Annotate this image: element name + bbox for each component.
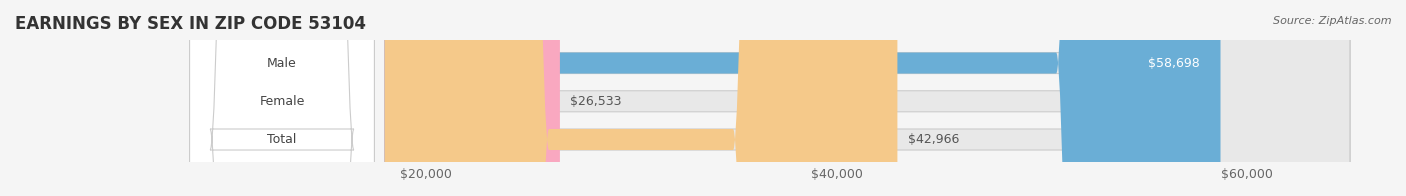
FancyBboxPatch shape bbox=[190, 0, 374, 196]
Text: Total: Total bbox=[267, 133, 297, 146]
Text: $26,533: $26,533 bbox=[571, 95, 621, 108]
FancyBboxPatch shape bbox=[190, 0, 374, 196]
FancyBboxPatch shape bbox=[385, 0, 1350, 196]
FancyBboxPatch shape bbox=[190, 0, 374, 196]
FancyBboxPatch shape bbox=[385, 0, 1350, 196]
Text: $42,966: $42,966 bbox=[908, 133, 959, 146]
Text: EARNINGS BY SEX IN ZIP CODE 53104: EARNINGS BY SEX IN ZIP CODE 53104 bbox=[15, 15, 366, 33]
Text: Female: Female bbox=[259, 95, 305, 108]
Text: Male: Male bbox=[267, 57, 297, 70]
FancyBboxPatch shape bbox=[385, 0, 1350, 196]
Text: $58,698: $58,698 bbox=[1149, 57, 1199, 70]
FancyBboxPatch shape bbox=[385, 0, 560, 196]
FancyBboxPatch shape bbox=[385, 0, 897, 196]
FancyBboxPatch shape bbox=[385, 0, 1220, 196]
Text: Source: ZipAtlas.com: Source: ZipAtlas.com bbox=[1274, 16, 1392, 26]
